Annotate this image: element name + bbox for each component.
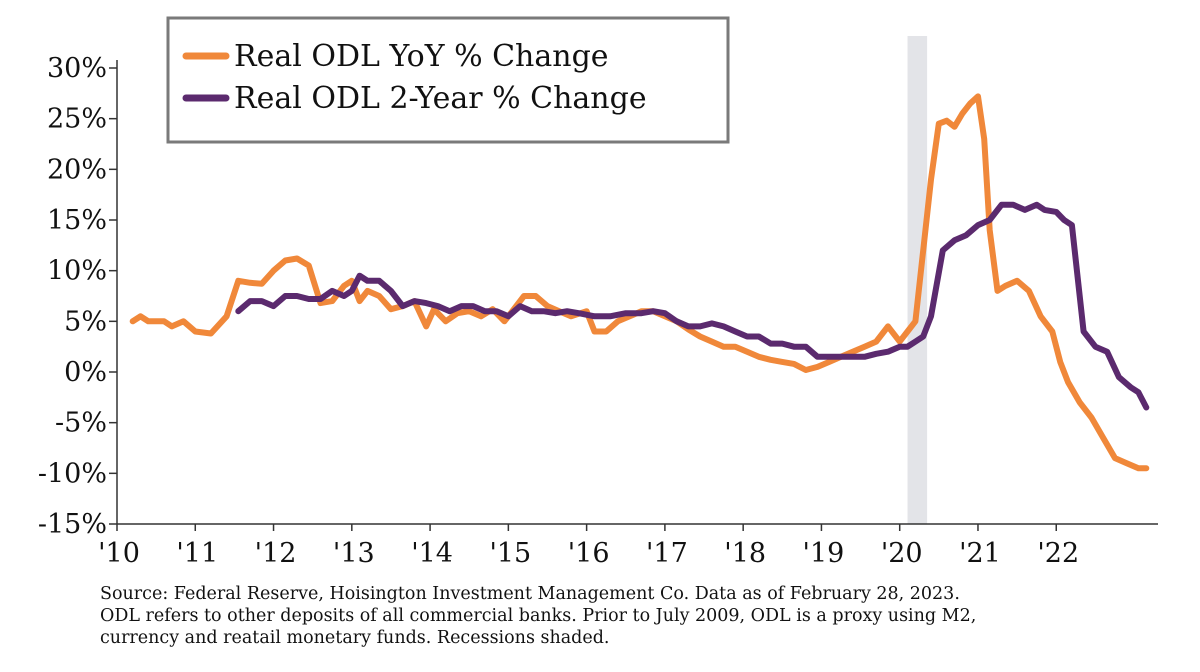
x-tick-label: '22 xyxy=(1037,538,1079,569)
legend-label-2yr: Real ODL 2-Year % Change xyxy=(234,81,647,116)
footnote-line-1: Source: Federal Reserve, Hoisington Inve… xyxy=(100,584,960,604)
y-tick-label: -10% xyxy=(38,458,107,489)
x-tick-label: '16 xyxy=(568,538,610,569)
y-tick-label: -5% xyxy=(55,408,107,439)
y-tick-label: 25% xyxy=(47,104,107,135)
axes xyxy=(116,60,1158,525)
series-lines xyxy=(129,93,1150,472)
footnote-line-2: ODL refers to other deposits of all comm… xyxy=(100,606,977,626)
x-tick-label: '14 xyxy=(411,538,453,569)
legend-box xyxy=(166,16,730,144)
x-tick-label: '12 xyxy=(255,538,297,569)
x-axis-ticks: '10 '11 '12 '13 '14 '15 '16 '17 '18 '19 '20 '21 '22 xyxy=(98,524,1079,569)
x-tick-label: '15 xyxy=(489,538,531,569)
y-tick-label: -15% xyxy=(38,509,107,540)
chart-svg: 30% 25% 20% 15% 10% 5% 0% -5% -10% -15% '10 '11 '12… xyxy=(38,16,1158,569)
legend-label-yoy: Real ODL YoY % Change xyxy=(234,39,609,74)
x-tick-label: '10 xyxy=(98,538,140,569)
y-tick-label: 10% xyxy=(47,256,107,287)
y-tick-label: 30% xyxy=(47,53,107,84)
x-tick-label: '18 xyxy=(724,538,766,569)
x-tick-label: '13 xyxy=(333,538,375,569)
series-line-2yr xyxy=(235,201,1150,411)
y-tick-label: 0% xyxy=(64,357,107,388)
footnote-line-3: currency and reatail monetary funds. Rec… xyxy=(100,628,610,648)
y-axis-ticks: 30% 25% 20% 15% 10% 5% 0% -5% -10% -15% xyxy=(38,53,117,540)
y-tick-label: 5% xyxy=(64,306,107,337)
footnote: Source: Federal Reserve, Hoisington Inve… xyxy=(100,583,1195,649)
x-tick-label: '17 xyxy=(646,538,688,569)
series-line-yoy xyxy=(129,93,1150,472)
legend: Real ODL YoY % Change Real ODL 2-Year % … xyxy=(166,16,730,144)
x-tick-label: '11 xyxy=(176,538,218,569)
x-tick-label: '21 xyxy=(959,538,1001,569)
x-tick-label: '19 xyxy=(803,538,845,569)
x-tick-label: '20 xyxy=(881,538,923,569)
y-tick-label: 15% xyxy=(47,205,107,236)
y-tick-label: 20% xyxy=(47,154,107,185)
